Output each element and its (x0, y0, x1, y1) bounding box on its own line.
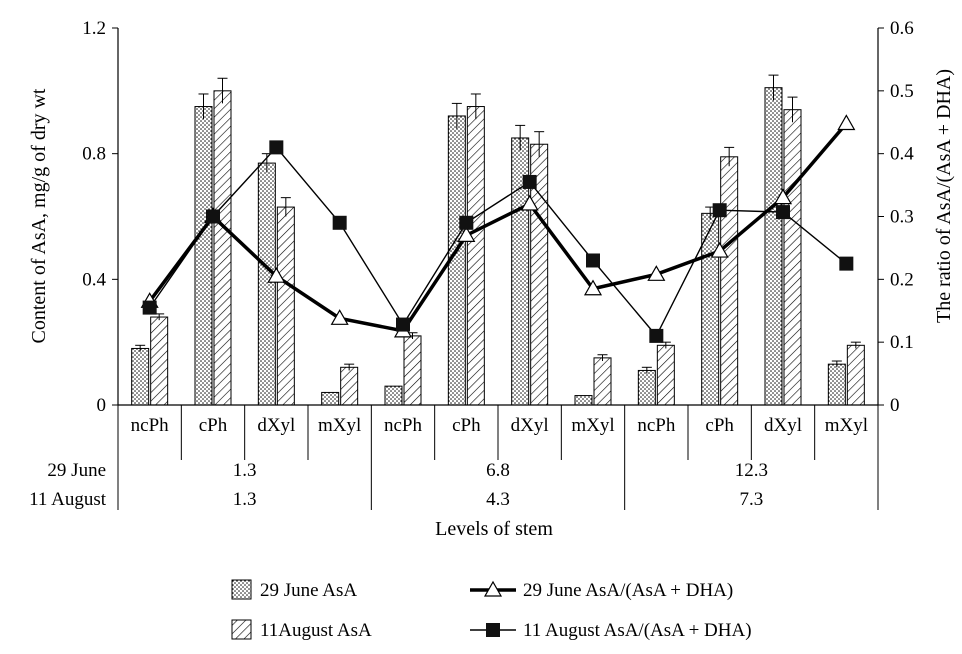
legend: 29 June AsA 29 June AsA/(AsA + DHA) 11Augu… (231, 579, 752, 641)
point-square (332, 215, 347, 230)
y-tick-label-right: 0.5 (890, 81, 914, 102)
bar (194, 106, 213, 406)
x-category-label: dXyl (511, 415, 549, 436)
bar (340, 366, 359, 406)
y-axis-right-title: The ratio of AsA/(AsA + DHA) (933, 69, 955, 323)
x-category-label: ncPh (637, 415, 676, 436)
bars-layer (131, 74, 865, 406)
y-tick-label-right: 0.3 (890, 207, 914, 228)
legend-label: 11 August AsA/(AsA + DHA) (523, 620, 752, 641)
point-square (269, 140, 284, 155)
point-square (396, 317, 410, 332)
x-category-label: mXyl (825, 415, 868, 436)
bar (593, 357, 612, 406)
point-square (712, 203, 727, 218)
legend-swatch (231, 619, 252, 640)
x-category-label: mXyl (318, 415, 361, 436)
bar (783, 109, 802, 406)
y-tick-label-left: 1.2 (82, 18, 106, 39)
bar (764, 87, 783, 406)
point-triangle (583, 279, 603, 296)
category-table: ncPh cPh dXyl mXyl ncPh cPh dXyl mXyl ncPh cPh dXy… (29, 405, 879, 510)
group-value: 7.3 (739, 489, 763, 510)
point-square (776, 205, 790, 220)
lines-layer (140, 114, 856, 343)
bar (213, 90, 232, 406)
bar (846, 344, 865, 406)
point-triangle (457, 226, 476, 242)
bar (276, 206, 295, 406)
y-tick-label-left: 0 (97, 395, 107, 416)
point-triangle (267, 266, 286, 283)
x-category-label: dXyl (764, 415, 802, 436)
bar (637, 369, 656, 406)
point-square (586, 253, 600, 268)
y-tick-label-right: 0.6 (890, 18, 914, 39)
bar (827, 363, 846, 406)
legend-label: 11August AsA (260, 620, 372, 641)
group-value: 1.3 (233, 460, 257, 481)
point-triangle (710, 241, 729, 258)
group-row-label: 29 June (47, 460, 106, 481)
group-value: 1.3 (233, 489, 257, 510)
group-row-label: 11 August (29, 489, 107, 510)
y-tick-label-left: 0.8 (82, 144, 106, 165)
y-tick-label-right: 0.1 (890, 332, 914, 353)
bar (403, 335, 422, 406)
point-triangle (520, 194, 539, 211)
point-square (206, 209, 220, 224)
point-square (142, 300, 157, 315)
group-value: 12.3 (735, 460, 768, 481)
legend-swatch (231, 579, 252, 600)
point-square (459, 215, 474, 230)
point-triangle (647, 265, 666, 281)
point-triangle (837, 114, 856, 131)
point-triangle (330, 309, 349, 325)
series-line (149, 146, 847, 338)
point-square (522, 174, 537, 189)
bar (720, 156, 739, 406)
y-axis-left-title: Content of AsA, mg/g of dry wt (28, 88, 50, 343)
bar (257, 162, 276, 406)
x-category-label: ncPh (384, 415, 423, 436)
y-tick-label-right: 0 (890, 395, 900, 416)
legend-label: 29 June AsA/(AsA + DHA) (523, 580, 733, 601)
group-value: 6.8 (486, 460, 510, 481)
y-tick-label-left: 0.4 (82, 269, 106, 290)
x-category-label: dXyl (257, 415, 295, 436)
legend-label: 29 June AsA (260, 580, 357, 601)
x-category-label: ncPh (131, 415, 170, 436)
legend-marker-triangle (483, 580, 503, 597)
y-tick-label-right: 0.2 (890, 269, 914, 290)
legend-marker-square (486, 623, 500, 637)
x-category-label: cPh (452, 415, 481, 436)
point-square (649, 328, 664, 343)
x-category-label: cPh (199, 415, 228, 436)
bar (321, 391, 340, 406)
x-category-label: cPh (705, 415, 734, 436)
series-line (148, 122, 848, 333)
bar (656, 344, 675, 406)
bar (131, 347, 150, 406)
bar (150, 316, 169, 406)
bar (466, 106, 485, 406)
x-axis-title: Levels of stem (435, 518, 553, 540)
point-triangle (773, 188, 793, 205)
point-square (839, 256, 854, 271)
bar (574, 395, 593, 406)
y-tick-label-right: 0.4 (890, 144, 914, 165)
x-category-label: mXyl (571, 415, 614, 436)
bar (384, 385, 403, 406)
group-value: 4.3 (486, 489, 510, 510)
